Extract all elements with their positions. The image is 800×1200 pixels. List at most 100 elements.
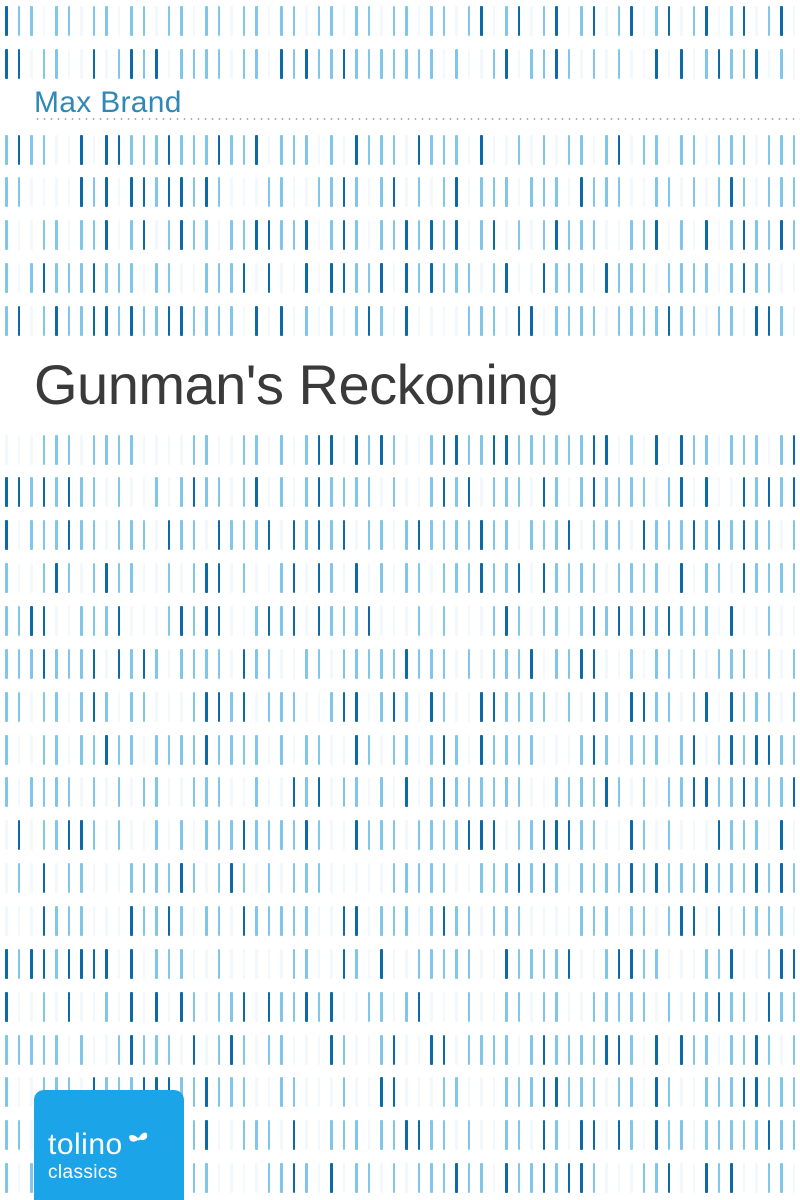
pattern-tick <box>425 43 438 86</box>
pattern-tick <box>88 214 101 257</box>
pattern-tick <box>500 986 513 1029</box>
pattern-tick <box>475 557 488 600</box>
pattern-tick <box>225 943 238 986</box>
pattern-tick <box>113 986 126 1029</box>
pattern-tick <box>700 171 713 214</box>
pattern-tick <box>563 43 576 86</box>
pattern-tick <box>63 771 76 814</box>
pattern-tick <box>325 171 338 214</box>
pattern-tick <box>788 1114 800 1157</box>
pattern-tick <box>0 429 13 472</box>
pattern-tick <box>400 214 413 257</box>
pattern-tick <box>475 771 488 814</box>
pattern-tick <box>263 514 276 557</box>
pattern-tick <box>375 429 388 472</box>
pattern-tick <box>338 1114 351 1157</box>
pattern-tick <box>275 1114 288 1157</box>
pattern-tick <box>463 514 476 557</box>
pattern-tick <box>163 771 176 814</box>
pattern-tick <box>600 129 613 172</box>
pattern-tick <box>13 1029 26 1072</box>
pattern-tick <box>238 257 251 300</box>
pattern-tick <box>538 600 551 643</box>
pattern-tick <box>550 1071 563 1114</box>
pattern-tick <box>788 429 800 472</box>
pattern-tick <box>213 729 226 772</box>
pattern-tick <box>50 300 63 343</box>
pattern-tick <box>525 171 538 214</box>
pattern-tick <box>13 986 26 1029</box>
pattern-tick <box>213 43 226 86</box>
pattern-tick <box>588 300 601 343</box>
pattern-tick <box>238 943 251 986</box>
pattern-tick <box>663 1071 676 1114</box>
pattern-tick <box>588 257 601 300</box>
pattern-tick <box>513 514 526 557</box>
pattern-tick <box>663 643 676 686</box>
pattern-tick <box>225 1029 238 1072</box>
pattern-tick <box>775 771 788 814</box>
pattern-tick <box>688 1114 701 1157</box>
pattern-tick <box>550 600 563 643</box>
pattern-tick <box>138 643 151 686</box>
pattern-tick <box>325 257 338 300</box>
pattern-tick <box>275 171 288 214</box>
pattern-tick <box>463 429 476 472</box>
pattern-tick <box>63 214 76 257</box>
pattern-tick <box>613 1157 626 1200</box>
pattern-tick <box>588 214 601 257</box>
pattern-tick <box>200 814 213 857</box>
pattern-tick <box>300 600 313 643</box>
pattern-tick <box>325 214 338 257</box>
pattern-tick <box>325 129 338 172</box>
pattern-tick <box>750 257 763 300</box>
pattern-tick <box>613 257 626 300</box>
pattern-tick <box>38 0 51 43</box>
pattern-tick <box>600 557 613 600</box>
pattern-tick <box>450 1071 463 1114</box>
pattern-tick <box>425 729 438 772</box>
pattern-tick <box>538 129 551 172</box>
pattern-tick <box>413 771 426 814</box>
pattern-tick <box>325 1114 338 1157</box>
pattern-tick <box>63 557 76 600</box>
pattern-tick <box>538 557 551 600</box>
pattern-tick <box>38 471 51 514</box>
pattern-tick <box>538 857 551 900</box>
pattern-tick <box>388 943 401 986</box>
pattern-tick <box>50 257 63 300</box>
pattern-tick <box>550 0 563 43</box>
pattern-tick <box>363 600 376 643</box>
pattern-tick <box>713 557 726 600</box>
pattern-tick <box>438 171 451 214</box>
pattern-tick <box>738 600 751 643</box>
pattern-tick <box>438 514 451 557</box>
pattern-tick <box>288 429 301 472</box>
pattern-tick <box>550 771 563 814</box>
pattern-tick <box>13 943 26 986</box>
pattern-tick <box>563 857 576 900</box>
pattern-tick <box>275 643 288 686</box>
pattern-tick <box>275 257 288 300</box>
pattern-tick <box>163 943 176 986</box>
pattern-tick <box>125 814 138 857</box>
pattern-tick <box>88 729 101 772</box>
pattern-tick <box>425 557 438 600</box>
pattern-tick <box>750 429 763 472</box>
pattern-tick <box>313 129 326 172</box>
pattern-tick <box>25 643 38 686</box>
pattern-tick <box>225 429 238 472</box>
pattern-tick <box>488 0 501 43</box>
pattern-tick <box>513 0 526 43</box>
pattern-tick <box>663 600 676 643</box>
pattern-tick <box>225 557 238 600</box>
pattern-tick <box>513 557 526 600</box>
pattern-tick <box>525 429 538 472</box>
publisher-subline: classics <box>48 1162 170 1184</box>
pattern-tick <box>75 514 88 557</box>
pattern-tick <box>150 0 163 43</box>
pattern-tick <box>363 129 376 172</box>
pattern-tick <box>738 429 751 472</box>
pattern-tick <box>188 729 201 772</box>
pattern-tick <box>675 557 688 600</box>
